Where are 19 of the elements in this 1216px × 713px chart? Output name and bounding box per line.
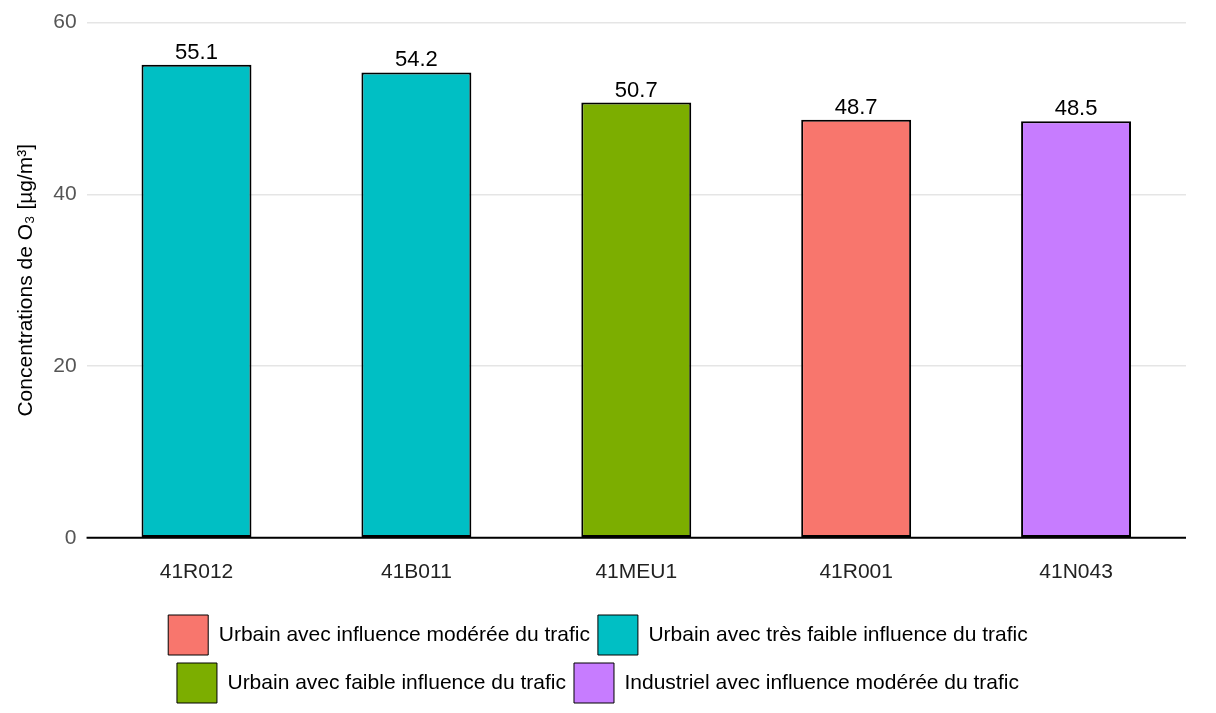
y-axis-title: Concentrations de O₃ [µg/m³] <box>13 143 37 417</box>
legend-label: Industriel avec influence modérée du trafic <box>624 669 1020 693</box>
data-label: 54.2 <box>394 46 438 72</box>
x-tick-label: 41MEU1 <box>595 559 678 583</box>
x-tick-label: 41N043 <box>1039 559 1113 583</box>
y-tick-label: 60 <box>53 9 77 33</box>
x-tick-label: 41R001 <box>819 559 893 583</box>
y-tick-label: 20 <box>53 352 77 376</box>
y-tick-label: 0 <box>64 524 77 548</box>
legend-label: Urbain avec influence modérée du trafic <box>218 621 590 645</box>
data-label: 50.7 <box>614 76 658 102</box>
x-tick-label: 41R012 <box>159 559 234 583</box>
legend-label: Urbain avec faible influence du trafic <box>227 669 566 693</box>
data-label: 48.7 <box>834 93 878 119</box>
data-label: 48.5 <box>1054 95 1098 121</box>
x-tick-label: 41B011 <box>380 559 452 583</box>
y-tick-label: 40 <box>53 181 77 205</box>
data-label: 55.1 <box>175 38 218 64</box>
legend-label: Urbain avec très faible influence du trafic <box>648 621 1028 645</box>
